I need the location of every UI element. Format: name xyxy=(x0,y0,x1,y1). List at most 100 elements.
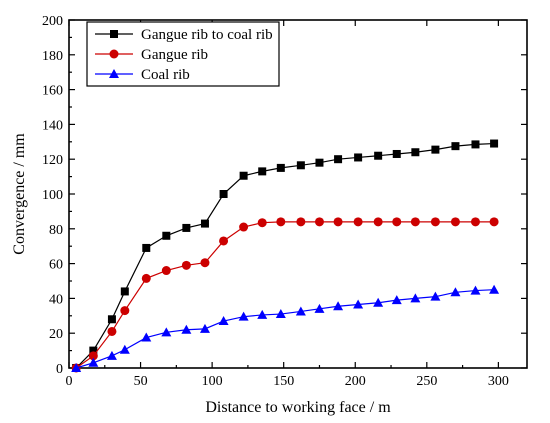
data-point-triangle xyxy=(106,350,117,360)
data-point-triangle xyxy=(88,357,99,367)
series-0 xyxy=(72,139,499,372)
data-point-square xyxy=(200,219,209,228)
data-point-triangle xyxy=(489,284,500,294)
data-point-circle xyxy=(219,236,229,246)
legend-label: Gangue rib xyxy=(141,47,208,63)
data-point-square xyxy=(276,163,285,172)
y-tick-label: 20 xyxy=(49,327,63,342)
data-point-circle xyxy=(333,217,343,227)
series-line xyxy=(75,289,495,369)
data-point-circle xyxy=(392,217,402,227)
data-point-circle xyxy=(107,326,117,336)
x-tick-label: 100 xyxy=(202,374,223,389)
y-tick-label: 160 xyxy=(42,84,63,99)
data-point-triangle xyxy=(161,327,172,337)
y-tick-label: 180 xyxy=(42,49,63,64)
x-tick-label: 150 xyxy=(273,374,294,389)
data-point-circle xyxy=(353,217,363,227)
y-tick-label: 200 xyxy=(42,14,63,29)
data-point-circle xyxy=(470,217,480,227)
data-point-circle xyxy=(109,49,119,59)
series-line xyxy=(75,221,495,369)
data-point-square xyxy=(471,140,480,149)
data-point-circle xyxy=(430,217,440,227)
data-point-square xyxy=(258,167,267,176)
data-point-circle xyxy=(314,217,324,227)
data-point-triangle xyxy=(218,316,229,326)
data-point-square xyxy=(392,149,401,158)
data-point-triangle xyxy=(470,285,481,295)
y-tick-label: 60 xyxy=(49,258,63,273)
data-point-square xyxy=(315,158,324,167)
series-2 xyxy=(71,284,500,372)
data-point-circle xyxy=(181,260,191,270)
data-point-triangle xyxy=(109,69,119,78)
data-point-triangle xyxy=(410,293,421,303)
data-point-triangle xyxy=(333,301,344,311)
data-point-triangle xyxy=(430,291,441,301)
data-point-circle xyxy=(450,217,460,227)
data-point-triangle xyxy=(257,309,268,319)
data-point-triangle xyxy=(275,309,286,319)
data-point-triangle xyxy=(71,363,82,372)
data-point-circle xyxy=(120,306,130,316)
data-point-square xyxy=(490,139,499,148)
data-point-circle xyxy=(410,217,420,227)
y-tick-label: 100 xyxy=(42,188,63,203)
data-point-triangle xyxy=(181,324,192,334)
data-point-triangle xyxy=(199,323,210,333)
series-line xyxy=(75,142,495,369)
y-tick-label: 120 xyxy=(42,153,63,168)
data-point-square xyxy=(451,142,460,151)
data-point-square xyxy=(411,148,420,157)
data-point-triangle xyxy=(119,344,130,354)
data-point-circle xyxy=(200,258,210,268)
data-point-circle xyxy=(373,217,383,227)
y-tick-label: 0 xyxy=(56,362,63,377)
data-point-square xyxy=(182,223,191,232)
data-point-square xyxy=(354,153,363,162)
data-point-triangle xyxy=(373,297,384,307)
data-point-circle xyxy=(141,273,151,283)
data-point-square xyxy=(219,190,228,198)
data-point-square xyxy=(334,155,343,164)
x-tick-label: 200 xyxy=(345,374,366,389)
data-point-triangle xyxy=(353,299,364,309)
legend-item: Gangue rib to coal rib xyxy=(95,27,273,43)
data-point-square xyxy=(110,30,118,38)
data-point-square xyxy=(374,151,383,160)
y-tick-label: 140 xyxy=(42,118,63,133)
y-tick-label: 40 xyxy=(49,292,63,307)
legend-label: Coal rib xyxy=(141,67,190,83)
data-point-triangle xyxy=(141,332,152,342)
data-point-triangle xyxy=(450,287,461,297)
y-tick-label: 80 xyxy=(49,223,63,238)
legend-item: Coal rib xyxy=(95,67,190,83)
data-point-square xyxy=(120,287,129,296)
data-point-circle xyxy=(88,351,98,361)
axes: 0 50 100 150 200 250 300 0 20 40 60 80 100 120 140 160 1… xyxy=(42,14,528,389)
y-axis-title: Convergence / mm xyxy=(11,133,28,255)
data-point-triangle xyxy=(238,311,249,321)
data-point-circle xyxy=(257,218,267,228)
series-layer xyxy=(71,139,500,373)
data-point-square xyxy=(239,171,248,180)
data-point-circle xyxy=(296,217,306,227)
data-point-triangle xyxy=(295,306,306,316)
x-tick-label: 300 xyxy=(488,374,509,389)
data-point-square xyxy=(296,161,305,170)
data-point-circle xyxy=(489,217,499,227)
legend-label: Gangue rib to coal rib xyxy=(141,27,273,43)
data-point-square xyxy=(107,315,116,324)
x-tick-label: 0 xyxy=(66,374,73,389)
legend: Gangue rib to coal rib Gangue rib Coal rib xyxy=(86,21,280,87)
data-point-circle xyxy=(239,222,249,232)
data-point-square xyxy=(431,145,440,154)
x-tick-label: 50 xyxy=(134,374,148,389)
x-tick-label: 250 xyxy=(416,374,437,389)
data-point-square xyxy=(89,346,98,355)
legend-item: Gangue rib xyxy=(95,47,208,63)
data-point-square xyxy=(142,243,151,252)
x-axis-title: Distance to working face / m xyxy=(205,399,391,416)
